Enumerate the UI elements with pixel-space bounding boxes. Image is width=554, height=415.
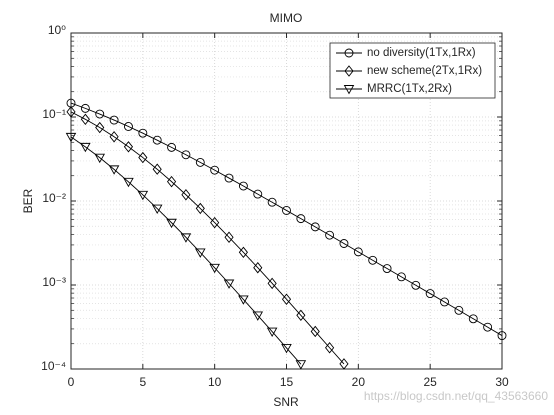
- legend-label: new scheme(2Tx,1Rx): [367, 65, 482, 77]
- marker: [497, 331, 507, 341]
- marker: [253, 189, 263, 199]
- y-tick-label: 10⁻³: [42, 275, 66, 289]
- marker: [238, 181, 248, 191]
- marker: [80, 113, 90, 126]
- chart-title: MIMO: [270, 11, 303, 25]
- marker: [80, 142, 91, 153]
- y-tick-label: 10⁻⁴: [41, 359, 66, 373]
- marker: [195, 202, 205, 215]
- watermark: https://blog.csdn.net/qq_43563660: [364, 389, 548, 403]
- legend-label: MRRC(1Tx,2Rx): [367, 83, 452, 95]
- marker: [108, 165, 120, 175]
- marker: [124, 122, 133, 131]
- marker: [166, 175, 177, 188]
- marker: [152, 163, 162, 175]
- marker: [210, 216, 220, 229]
- marker: [210, 165, 220, 175]
- marker: [468, 314, 478, 324]
- marker: [123, 141, 134, 153]
- x-tick-label: 15: [280, 375, 294, 389]
- marker: [353, 247, 363, 257]
- marker: [181, 150, 191, 160]
- x-tick-label: 10: [208, 375, 222, 389]
- marker: [344, 48, 354, 58]
- marker: [138, 151, 148, 164]
- marker: [266, 327, 278, 337]
- marker: [109, 131, 119, 143]
- marker: [238, 246, 248, 259]
- marker: [281, 344, 292, 354]
- y-tick-label: 10⁻¹: [42, 107, 66, 121]
- x-tick-label: 20: [352, 375, 366, 389]
- marker: [325, 342, 335, 354]
- marker: [396, 272, 406, 282]
- marker: [123, 177, 134, 188]
- marker: [411, 280, 421, 290]
- series-line: [70, 102, 503, 336]
- marker: [224, 231, 234, 243]
- x-tick-label: 5: [139, 375, 146, 389]
- marker: [253, 261, 263, 274]
- marker: [425, 289, 435, 299]
- marker: [368, 255, 378, 265]
- x-tick-label: 0: [68, 375, 75, 389]
- marker: [151, 204, 163, 214]
- marker: [296, 214, 306, 224]
- marker: [137, 190, 149, 201]
- x-tick-label: 30: [495, 375, 509, 389]
- marker: [281, 293, 292, 305]
- marker: [343, 85, 355, 95]
- marker: [224, 173, 234, 183]
- marker: [339, 239, 349, 248]
- marker: [181, 189, 191, 201]
- marker: [440, 297, 449, 307]
- x-axis-label: SNR: [273, 395, 299, 409]
- marker: [80, 103, 90, 113]
- marker: [138, 128, 148, 138]
- marker: [167, 142, 177, 152]
- y-tick-label: 10⁻²: [42, 191, 66, 205]
- axes-box: [70, 32, 503, 370]
- marker: [109, 115, 119, 125]
- marker: [95, 109, 105, 119]
- marker: [483, 322, 493, 332]
- marker: [180, 233, 192, 243]
- marker: [282, 205, 291, 215]
- marker: [454, 305, 464, 315]
- marker: [152, 135, 162, 145]
- x-tick-label: 25: [423, 375, 437, 389]
- marker: [310, 325, 320, 338]
- marker: [95, 121, 105, 134]
- marker: [252, 311, 264, 321]
- marker: [65, 132, 77, 143]
- marker: [166, 218, 177, 229]
- marker: [295, 360, 307, 370]
- marker: [195, 248, 206, 258]
- marker: [325, 230, 335, 240]
- marker: [339, 358, 349, 370]
- marker: [310, 222, 320, 232]
- marker: [382, 264, 392, 273]
- y-tick-label: 10⁰: [48, 23, 66, 37]
- marker: [94, 153, 106, 164]
- legend-label: no diversity(1Tx,1Rx): [367, 47, 476, 59]
- y-axis-label: BER: [21, 188, 35, 213]
- marker: [267, 277, 277, 290]
- marker: [267, 197, 277, 207]
- marker: [238, 295, 249, 305]
- marker: [223, 279, 235, 289]
- marker: [209, 263, 220, 274]
- marker: [344, 65, 354, 77]
- marker: [296, 309, 306, 322]
- marker: [66, 106, 76, 118]
- marker: [195, 157, 205, 167]
